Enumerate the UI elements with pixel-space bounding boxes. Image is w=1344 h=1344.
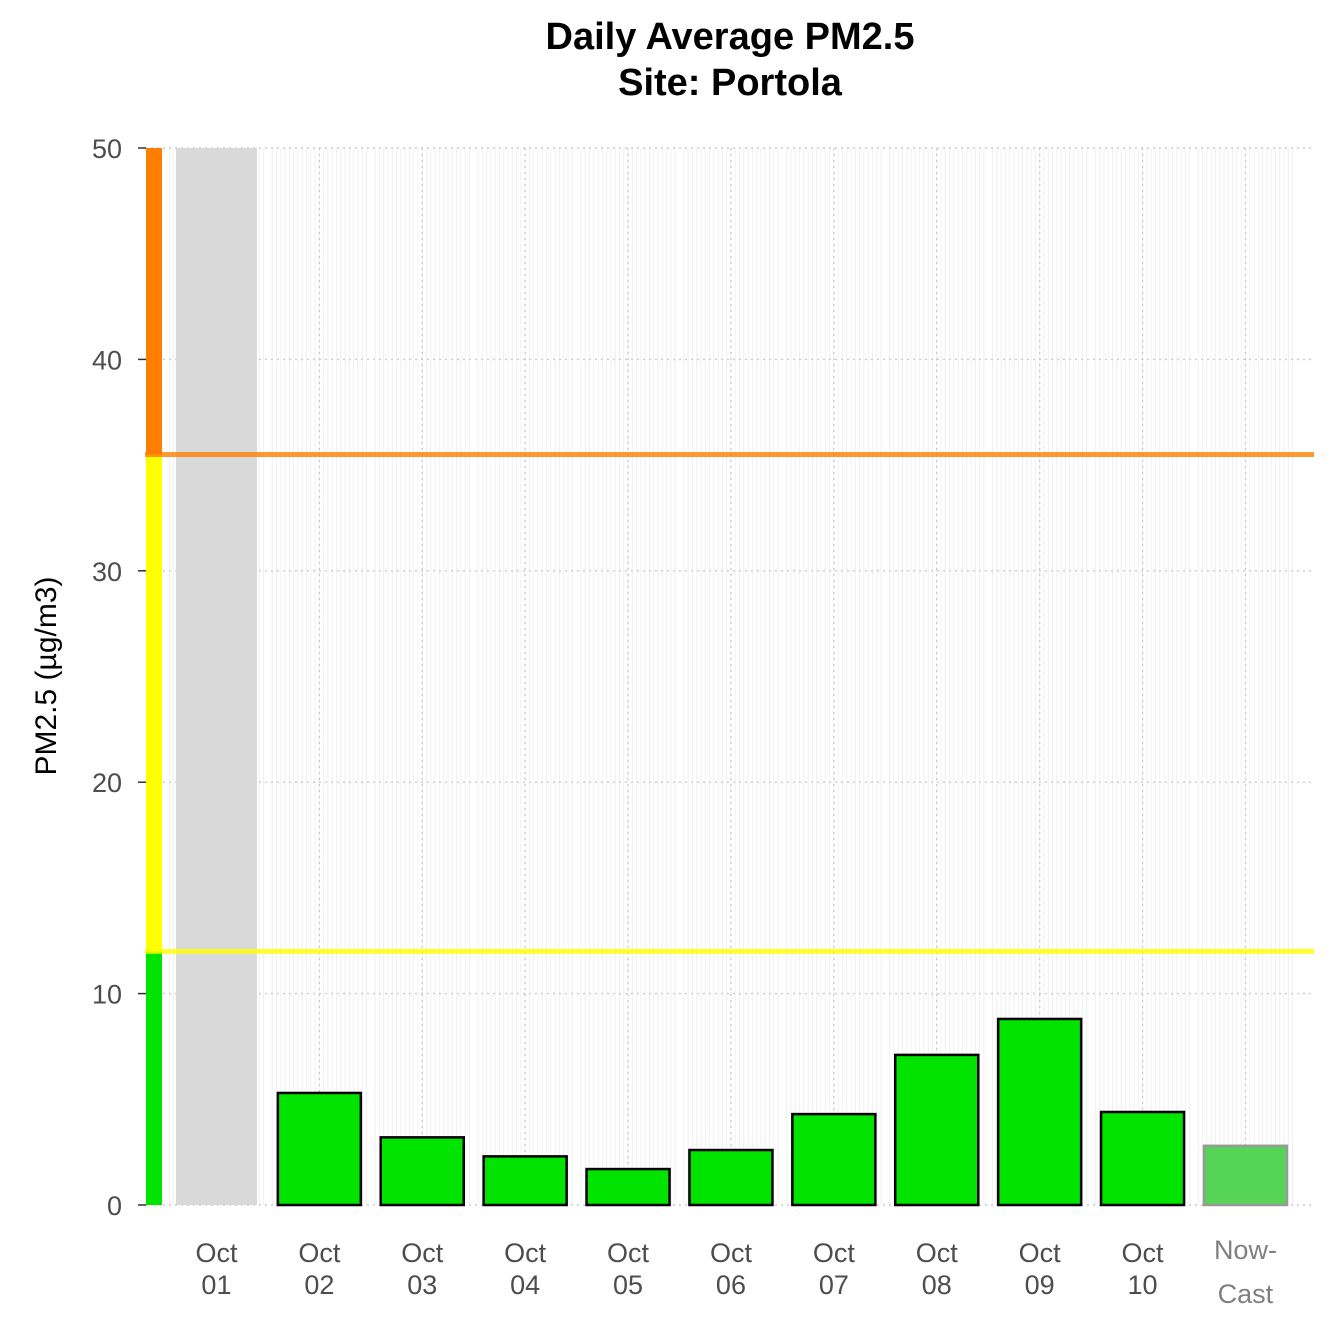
bar — [585, 1167, 671, 1207]
x-tick-label: 09 — [1025, 1270, 1055, 1300]
threshold-layer — [145, 452, 1314, 954]
x-tick-label: Oct — [401, 1238, 444, 1268]
y-tick-label: 20 — [92, 768, 122, 798]
x-tick-label: 03 — [407, 1270, 437, 1300]
bar — [379, 1136, 465, 1207]
x-tick-label: Oct — [1122, 1238, 1165, 1268]
y-tick-label: 40 — [92, 345, 122, 375]
y-tick-label: 10 — [92, 980, 122, 1010]
x-tick-label: 01 — [201, 1270, 231, 1300]
aqi-band-layer — [146, 148, 162, 1205]
x-tick-label: 02 — [304, 1270, 334, 1300]
x-tick-label: Oct — [298, 1238, 341, 1268]
x-tick-label: Now- — [1214, 1235, 1277, 1265]
chart-title: Daily Average PM2.5 — [545, 16, 915, 58]
x-tick-label: Oct — [1019, 1238, 1062, 1268]
aqi-band-strip — [146, 951, 162, 1205]
x-tick-label: 10 — [1128, 1270, 1158, 1300]
bar — [482, 1155, 568, 1207]
grid-layer — [145, 147, 1314, 1206]
missing-data-column — [175, 148, 257, 1205]
x-tick-label: 06 — [716, 1270, 746, 1300]
x-tick-label: 04 — [510, 1270, 540, 1300]
x-axis: Oct01Oct02Oct03Oct04Oct05Oct06Oct07Oct08… — [195, 1235, 1277, 1309]
bar-layer — [276, 1017, 1289, 1207]
aqi-band-strip — [146, 454, 162, 952]
x-tick-label: Cast — [1218, 1279, 1274, 1309]
chart-title-block: Daily Average PM2.5 Site: Portola — [0, 14, 1344, 106]
bar — [1099, 1110, 1186, 1207]
x-tick-label: Oct — [916, 1238, 959, 1268]
x-tick-label: 07 — [819, 1270, 849, 1300]
x-tick-label: 08 — [922, 1270, 952, 1300]
bar — [791, 1112, 877, 1207]
x-tick-label: Oct — [607, 1238, 650, 1268]
bar — [276, 1091, 363, 1207]
chart-subtitle: Site: Portola — [618, 62, 842, 104]
bar — [894, 1053, 980, 1207]
x-tick-label: Oct — [710, 1238, 753, 1268]
aqi-band-strip — [146, 148, 162, 455]
y-axis: 0 10 20 30 40 50 — [92, 134, 146, 1221]
y-axis-label: PM2.5 (µg/m3) — [30, 577, 63, 776]
x-tick-label: 05 — [613, 1270, 643, 1300]
bar — [996, 1017, 1083, 1207]
x-tick-label: Oct — [813, 1238, 856, 1268]
missing-data-layer — [175, 148, 257, 1205]
y-tick-label: 30 — [92, 557, 122, 587]
bar — [688, 1148, 774, 1207]
y-tick-label: 0 — [107, 1191, 122, 1221]
nowcast-bar — [1202, 1144, 1289, 1207]
x-tick-label: Oct — [504, 1238, 547, 1268]
x-tick-label: Oct — [195, 1238, 238, 1268]
y-tick-label: 50 — [92, 134, 122, 164]
